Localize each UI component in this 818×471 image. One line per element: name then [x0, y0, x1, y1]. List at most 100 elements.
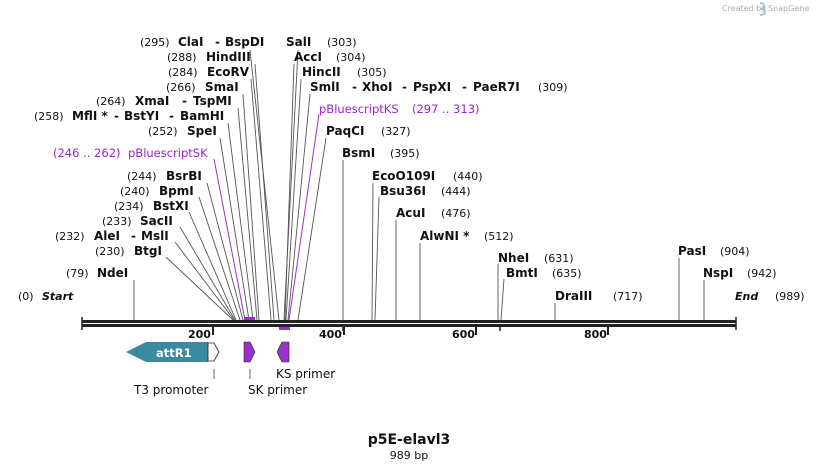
features: attR1 T3 promoter SK primer KS primer [126, 341, 335, 397]
enzyme-acui[interactable]: AcuI [396, 206, 425, 220]
enzyme-alei-position: (232) [55, 230, 85, 243]
connector-bsrbi [206, 182, 244, 321]
enzyme-bpmi[interactable]: BpmI [159, 184, 194, 198]
sequence-backbone [81, 317, 737, 331]
enzyme-ndei[interactable]: NdeI [97, 266, 128, 280]
enzyme-mfli[interactable]: MflI * [72, 109, 108, 123]
enzyme-separator: - [182, 94, 187, 108]
enzyme-hindiii-position: (288) [167, 51, 197, 64]
primer-site-pbluescriptks[interactable]: pBluescriptKS [319, 102, 399, 116]
enzyme-bsmi[interactable]: BsmI [342, 146, 375, 160]
enzyme-smai[interactable]: SmaI [205, 80, 239, 94]
enzyme-clai-position: (295) [140, 36, 170, 49]
enzyme-pasi-position: (904) [720, 245, 750, 258]
connector-pbluescriptsk [213, 158, 246, 321]
enzyme-nhei-position: (631) [544, 252, 574, 265]
sequence-strand-bottom [82, 324, 736, 327]
enzyme-bspdi[interactable]: BspDI [225, 35, 264, 49]
primer-connectors [213, 113, 320, 321]
t3-promoter-arrow[interactable] [207, 342, 220, 362]
enzyme-bsmi-position: (395) [390, 147, 420, 160]
connector-smli [287, 93, 311, 321]
enzyme-alwni[interactable]: AlwNI * [420, 229, 470, 243]
end-label: End [735, 290, 758, 303]
enzyme-bstxi[interactable]: BstXI [153, 199, 189, 213]
enzyme-separator: - [114, 109, 119, 123]
enzyme-clai[interactable]: ClaI [178, 35, 203, 49]
enzyme-smli-position: (309) [538, 81, 568, 94]
enzyme-separator: - [169, 109, 174, 123]
connector-clai [249, 49, 280, 321]
enzyme-msli[interactable]: MslI [141, 229, 169, 243]
enzyme-acci-position: (304) [336, 51, 366, 64]
enzyme-paer7i[interactable]: PaeR7I [473, 80, 520, 94]
ruler-label-800: 800 [584, 328, 607, 341]
connector-acci [284, 63, 295, 321]
connector-alei [174, 241, 235, 321]
ruler-label-400: 400 [319, 328, 342, 341]
enzyme-xhoi[interactable]: XhoI [362, 80, 393, 94]
enzyme-bsu36i[interactable]: Bsu36I [380, 184, 426, 198]
primer-site-sk-mark [244, 317, 255, 320]
enzyme-tspmi[interactable]: TspMI [193, 94, 232, 108]
enzyme-bmti-position: (635) [552, 267, 582, 280]
enzyme-sali[interactable]: SalI [286, 35, 311, 49]
connector-btgi [165, 256, 234, 321]
enzyme-separator: - [131, 229, 136, 243]
connector-ecorv [250, 78, 272, 321]
connector-smai [242, 93, 260, 321]
enzyme-paqci-position: (327) [381, 125, 411, 138]
enzyme-ecoo109i-position: (440) [453, 170, 483, 183]
enzyme-ecoo109i[interactable]: EcoO109I [372, 169, 435, 183]
enzyme-bmti[interactable]: BmtI [506, 266, 538, 280]
connector-hindiii [254, 63, 275, 321]
ks-primer-arrow[interactable] [276, 341, 290, 363]
enzyme-alei[interactable]: AleI [94, 229, 120, 243]
enzyme-hindiii[interactable]: HindIII [206, 50, 251, 64]
enzyme-bstxi-position: (234) [114, 200, 144, 213]
enzyme-pasi[interactable]: PasI [678, 244, 706, 258]
plasmid-size: 989 bp [390, 449, 428, 462]
enzyme-paqci[interactable]: PaqCI [326, 124, 364, 138]
connector-spei [219, 137, 250, 321]
enzyme-pspxi[interactable]: PspXI [413, 80, 451, 94]
ruler-label-600: 600 [452, 328, 475, 341]
primer-site-pbluescriptsk[interactable]: pBluescriptSK [128, 146, 208, 160]
enzyme-nspi-position: (942) [747, 267, 777, 280]
sk-primer-arrow[interactable] [243, 341, 256, 363]
enzyme-separator: - [462, 80, 467, 94]
primer-site-pbluescriptsk-range: (246 .. 262) [53, 146, 121, 160]
connector-bstxi [188, 211, 237, 321]
enzyme-btgi[interactable]: BtgI [134, 244, 162, 258]
enzyme-smli[interactable]: SmlI [310, 80, 340, 94]
enzyme-hincii-position: (305) [357, 66, 387, 79]
enzyme-sacii[interactable]: SacII [140, 214, 173, 228]
enzyme-draiii[interactable]: DraIII [555, 289, 592, 303]
enzyme-labels: (295) ClaI - BspDI SalI (303) (288) Hind… [34, 35, 777, 303]
enzyme-bsrbi[interactable]: BsrBI [166, 169, 202, 183]
feature-attr1[interactable]: attR1 [126, 342, 208, 362]
enzyme-ecorv[interactable]: EcoRV [207, 65, 250, 79]
enzyme-spei-position: (252) [148, 125, 178, 138]
enzyme-acci[interactable]: AccI [294, 50, 322, 64]
enzyme-bstyi[interactable]: BstYI [124, 109, 159, 123]
connector-bmti [500, 278, 505, 321]
enzyme-sali-position: (303) [327, 36, 357, 49]
enzyme-hincii[interactable]: HincII [302, 65, 341, 79]
attr1-label: attR1 [156, 346, 192, 360]
enzyme-nspi[interactable]: NspI [703, 266, 733, 280]
connector-hincii [285, 78, 302, 321]
connector-xmai [237, 107, 258, 321]
enzyme-bsu36i-position: (444) [441, 185, 471, 198]
logo-brand: SnapGene [768, 4, 809, 13]
ruler: 200 400 600 800 [188, 327, 609, 341]
enzyme-spei[interactable]: SpeI [187, 124, 217, 138]
enzyme-xmai[interactable]: XmaI [135, 94, 169, 108]
enzyme-bamhi[interactable]: BamHI [180, 109, 224, 123]
enzyme-draiii-position: (717) [613, 290, 643, 303]
attr1-arrow[interactable] [126, 342, 208, 362]
enzyme-nhei[interactable]: NheI [498, 251, 529, 265]
sk-primer-label: SK primer [248, 383, 307, 397]
enzyme-sacii-position: (233) [102, 215, 132, 228]
connector-pbluescriptks [288, 113, 320, 321]
